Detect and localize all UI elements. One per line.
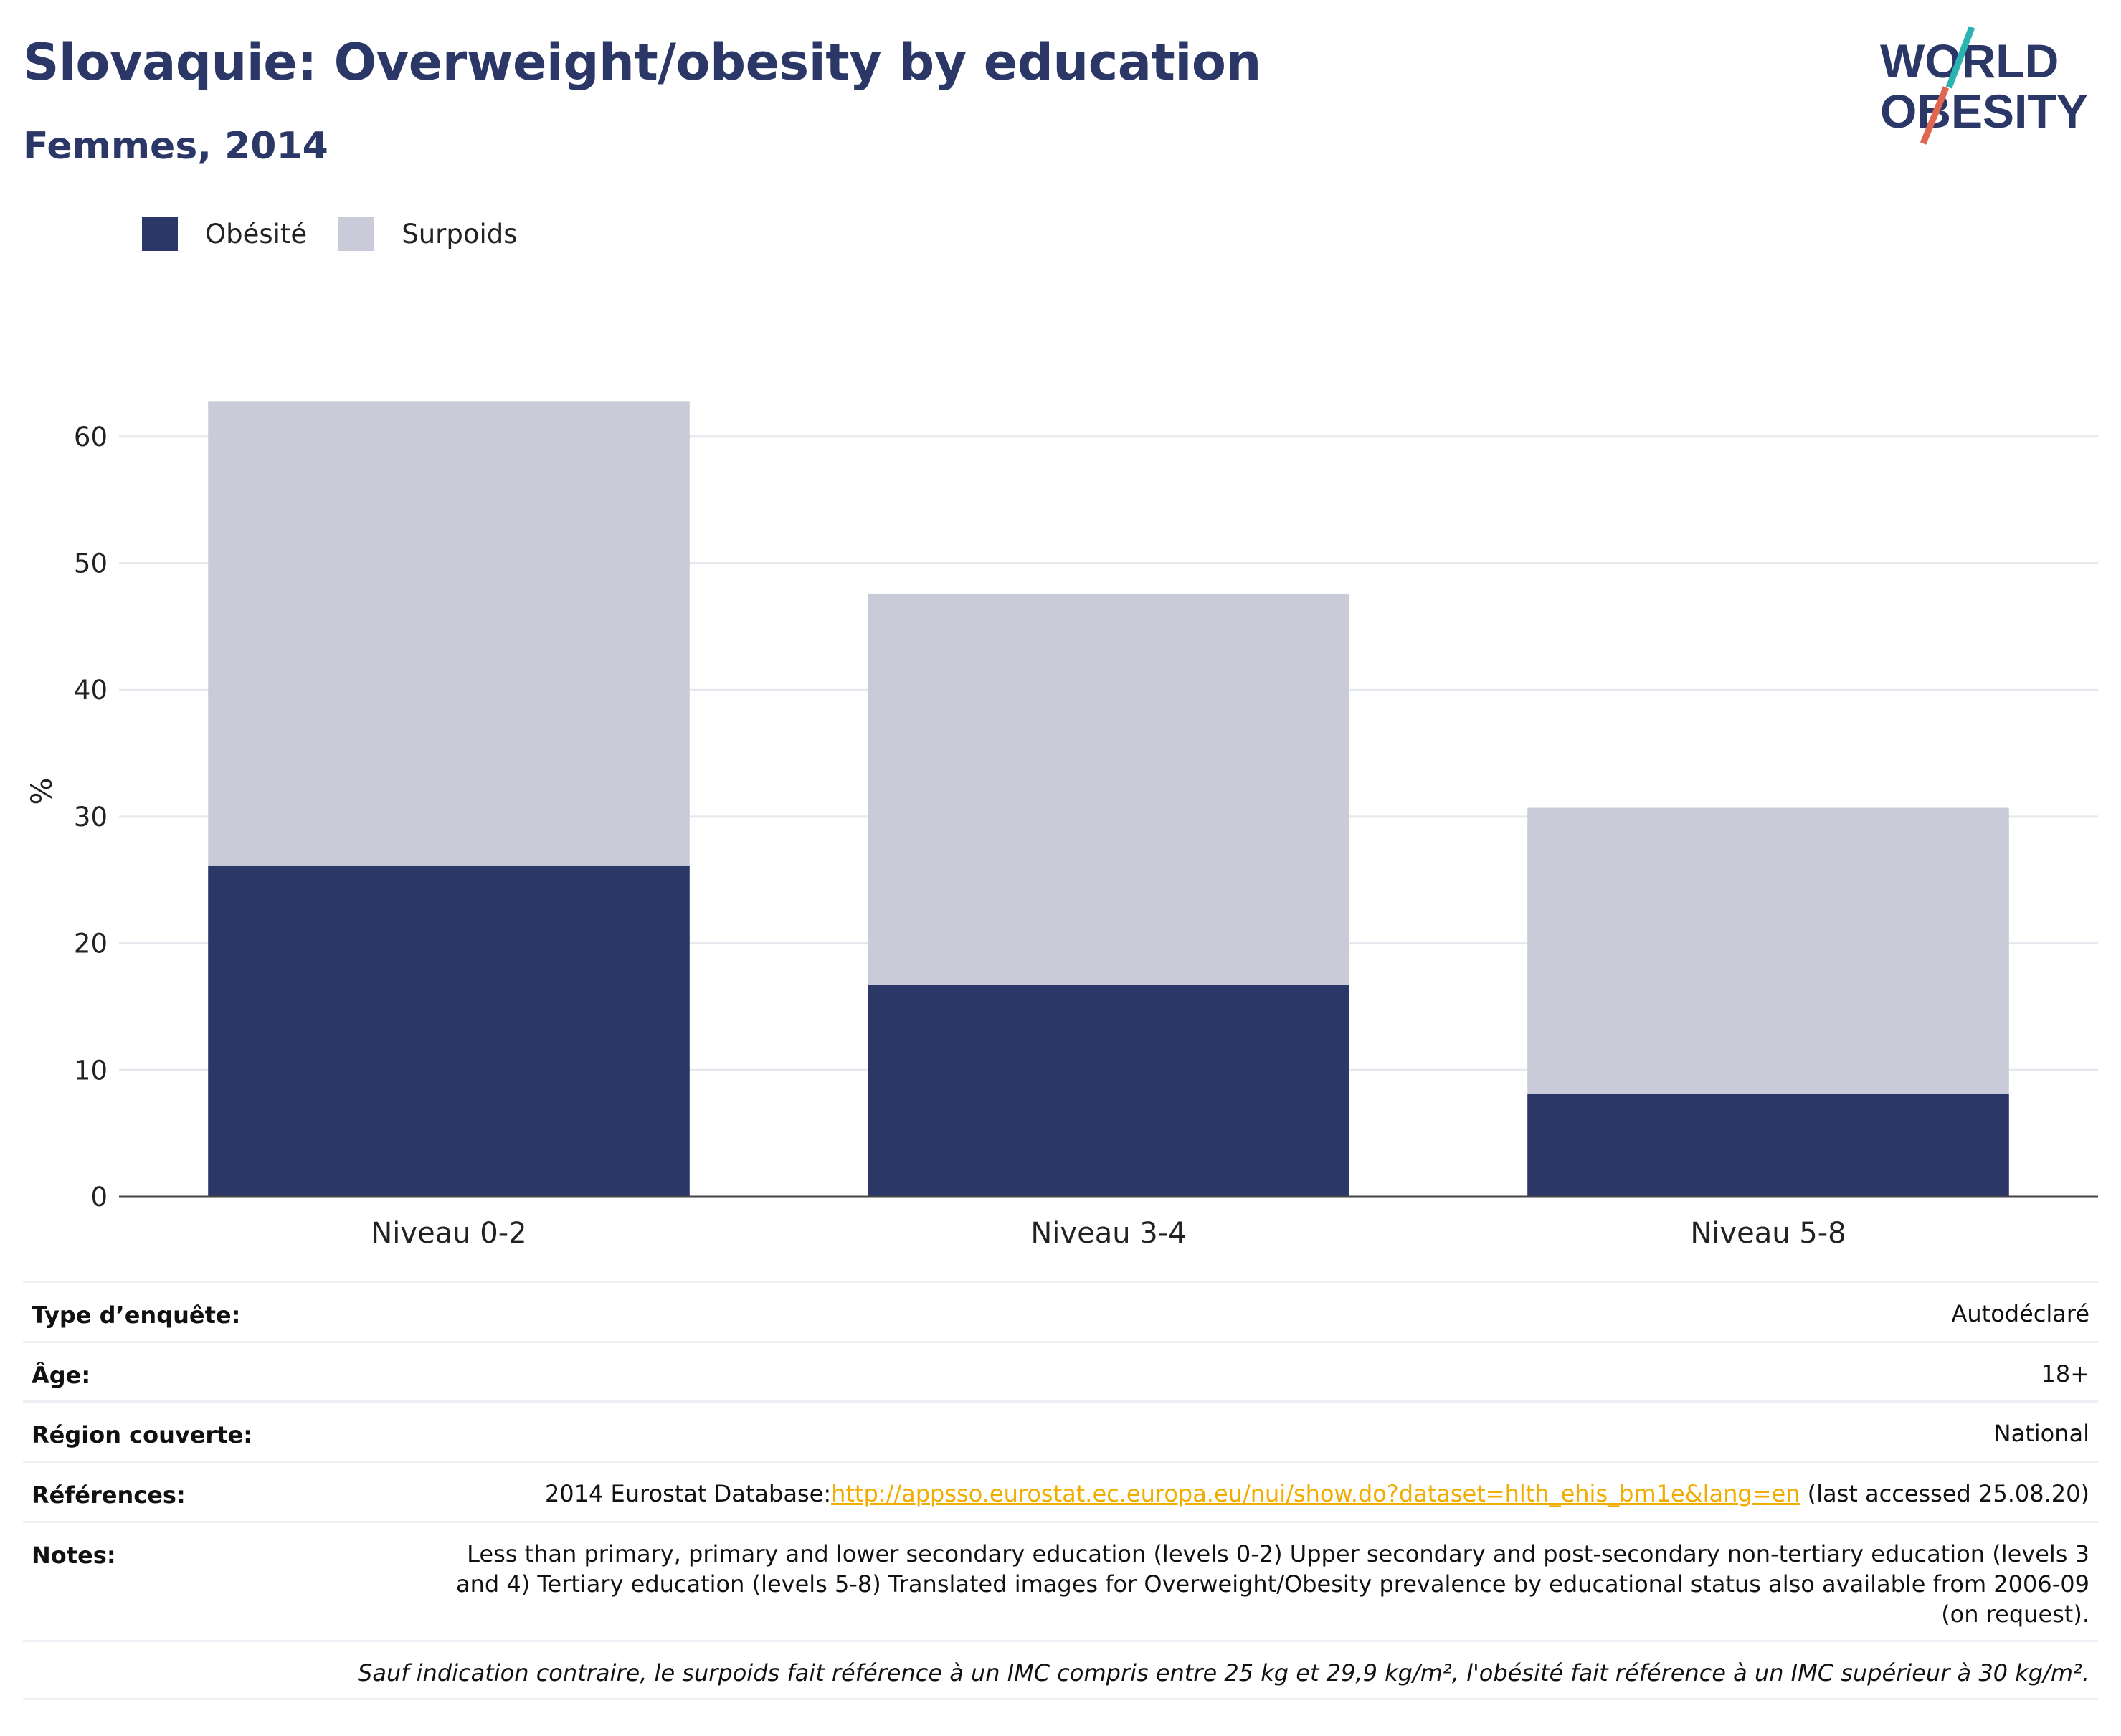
legend-swatch-overweight [338, 217, 375, 251]
info-row-notes: Notes: Less than primary, primary and lo… [23, 1521, 2098, 1640]
eurostat-link[interactable]: http://appsso.eurostat.ec.europa.eu/nui/… [831, 1480, 1800, 1507]
bar-obesity [868, 985, 1349, 1197]
references-value: 2014 Eurostat Database:http://appsso.eur… [545, 1463, 2089, 1521]
bar-obesity [1527, 1094, 2009, 1197]
y-tick-label: 50 [74, 549, 108, 579]
info-table: Type d’enquête: Autodéclaré Âge: 18+ Rég… [23, 1281, 2098, 1700]
legend-label-obesity: Obésité [205, 218, 308, 250]
bar-overweight [1527, 807, 2009, 1094]
y-tick-label: 10 [74, 1055, 108, 1086]
y-tick-label: 20 [74, 929, 108, 959]
y-tick-label: 0 [90, 1182, 108, 1213]
legend-swatch-obesity [142, 217, 178, 251]
info-row-region: Région couverte: National [23, 1400, 2098, 1461]
bar-chart: 0 10 20 30 40 50 60% Niveau 0-2 Niveau 3-4 Niveau… [26, 401, 2098, 1248]
y-tick-label: 60 [74, 422, 108, 452]
survey-type-value: Autodéclaré [1951, 1300, 2089, 1327]
bar-obesity [208, 865, 690, 1197]
y-tick-label: 30 [74, 802, 108, 833]
y-tick-label: 40 [74, 675, 108, 706]
x-tick-label: Niveau 5-8 [1690, 1217, 1846, 1248]
bar-overweight [208, 401, 690, 866]
x-tick-label: Niveau 0-2 [371, 1217, 526, 1248]
references-prefix: 2014 Eurostat Database: [544, 1480, 832, 1507]
info-row-references: Références: 2014 Eurostat Database:http:… [23, 1461, 2098, 1521]
chart-title: Slovaquie: Overweight/obesity by educati… [23, 33, 1261, 92]
notes-label: Notes: [32, 1542, 116, 1569]
x-tick-label: Niveau 3-4 [1030, 1217, 1186, 1248]
legend-item-obesity[interactable]: Obésité [142, 217, 307, 251]
chart-subtitle: Femmes, 2014 [23, 125, 328, 168]
references-label: Références: [32, 1481, 186, 1509]
references-suffix: (last accessed 25.08.20) [1800, 1480, 2089, 1507]
region-label: Région couverte: [32, 1421, 252, 1448]
age-label: Âge: [32, 1362, 91, 1389]
legend-label-overweight: Surpoids [402, 218, 518, 250]
notes-value: Less than primary, primary and lower sec… [455, 1540, 2089, 1628]
info-row-footnote: Sauf indication contraire, le surpoids f… [23, 1640, 2098, 1700]
chart-legend: Obésité Surpoids [142, 212, 549, 255]
logo-line2: OBESITY [1880, 85, 2088, 138]
bar-overweight [868, 593, 1349, 985]
legend-item-overweight[interactable]: Surpoids [338, 217, 518, 251]
info-row-survey: Type d’enquête: Autodéclaré [23, 1281, 2098, 1341]
y-axis-label: % [26, 778, 59, 805]
world-obesity-logo: WORLD OBESITY [1880, 26, 2088, 145]
age-value: 18+ [2041, 1360, 2089, 1388]
region-value: National [1993, 1420, 2089, 1447]
survey-type-label: Type d’enquête: [32, 1301, 241, 1329]
logo-line1: WORLD [1880, 34, 2059, 87]
bmi-footnote: Sauf indication contraire, le surpoids f… [358, 1659, 2089, 1687]
info-row-age: Âge: 18+ [23, 1341, 2098, 1400]
